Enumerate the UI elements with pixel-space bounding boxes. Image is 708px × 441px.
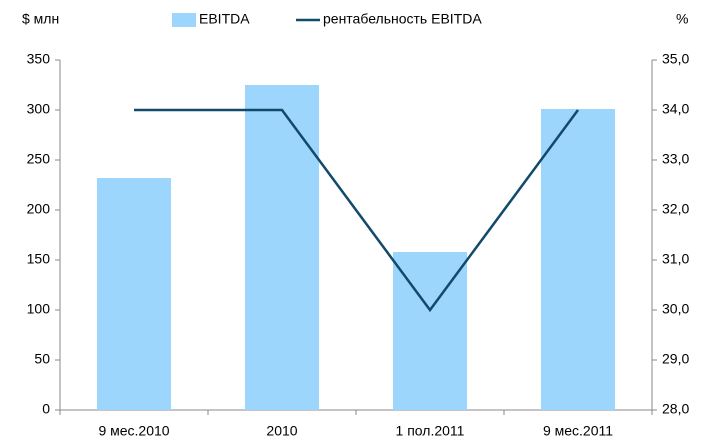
y2-tick-label: 29,0 bbox=[662, 351, 689, 367]
y2-tick-label: 34,0 bbox=[662, 101, 689, 117]
y-axis-label: $ млн bbox=[22, 11, 59, 27]
y-tick-label: 150 bbox=[27, 251, 51, 267]
y2-tick-label: 32,0 bbox=[662, 201, 689, 217]
y-tick-label: 350 bbox=[27, 51, 51, 67]
legend-label: EBITDA bbox=[199, 11, 250, 27]
y2-tick-label: 33,0 bbox=[662, 151, 689, 167]
bar bbox=[541, 109, 615, 410]
y-tick-label: 0 bbox=[42, 401, 50, 417]
y-tick-label: 300 bbox=[27, 101, 51, 117]
x-tick-label: 2010 bbox=[266, 423, 297, 439]
y-tick-label: 100 bbox=[27, 301, 51, 317]
x-tick-label: 1 пол.2011 bbox=[396, 423, 465, 439]
y2-tick-label: 35,0 bbox=[662, 51, 689, 67]
bar bbox=[97, 178, 171, 410]
legend-swatch bbox=[172, 13, 196, 27]
x-tick-label: 9 мес.2010 bbox=[98, 423, 169, 439]
y2-tick-label: 31,0 bbox=[662, 251, 689, 267]
y2-tick-label: 28,0 bbox=[662, 401, 689, 417]
y2-axis-label: % bbox=[676, 11, 688, 27]
y-tick-label: 50 bbox=[34, 351, 50, 367]
legend-label: рентабельность EBITDA bbox=[323, 11, 482, 27]
y-tick-label: 250 bbox=[27, 151, 51, 167]
x-tick-label: 9 мес.2011 bbox=[543, 423, 613, 439]
line bbox=[134, 108, 580, 313]
bar bbox=[245, 85, 319, 410]
y-tick-label: 200 bbox=[27, 201, 51, 217]
y2-tick-label: 30,0 bbox=[662, 301, 689, 317]
